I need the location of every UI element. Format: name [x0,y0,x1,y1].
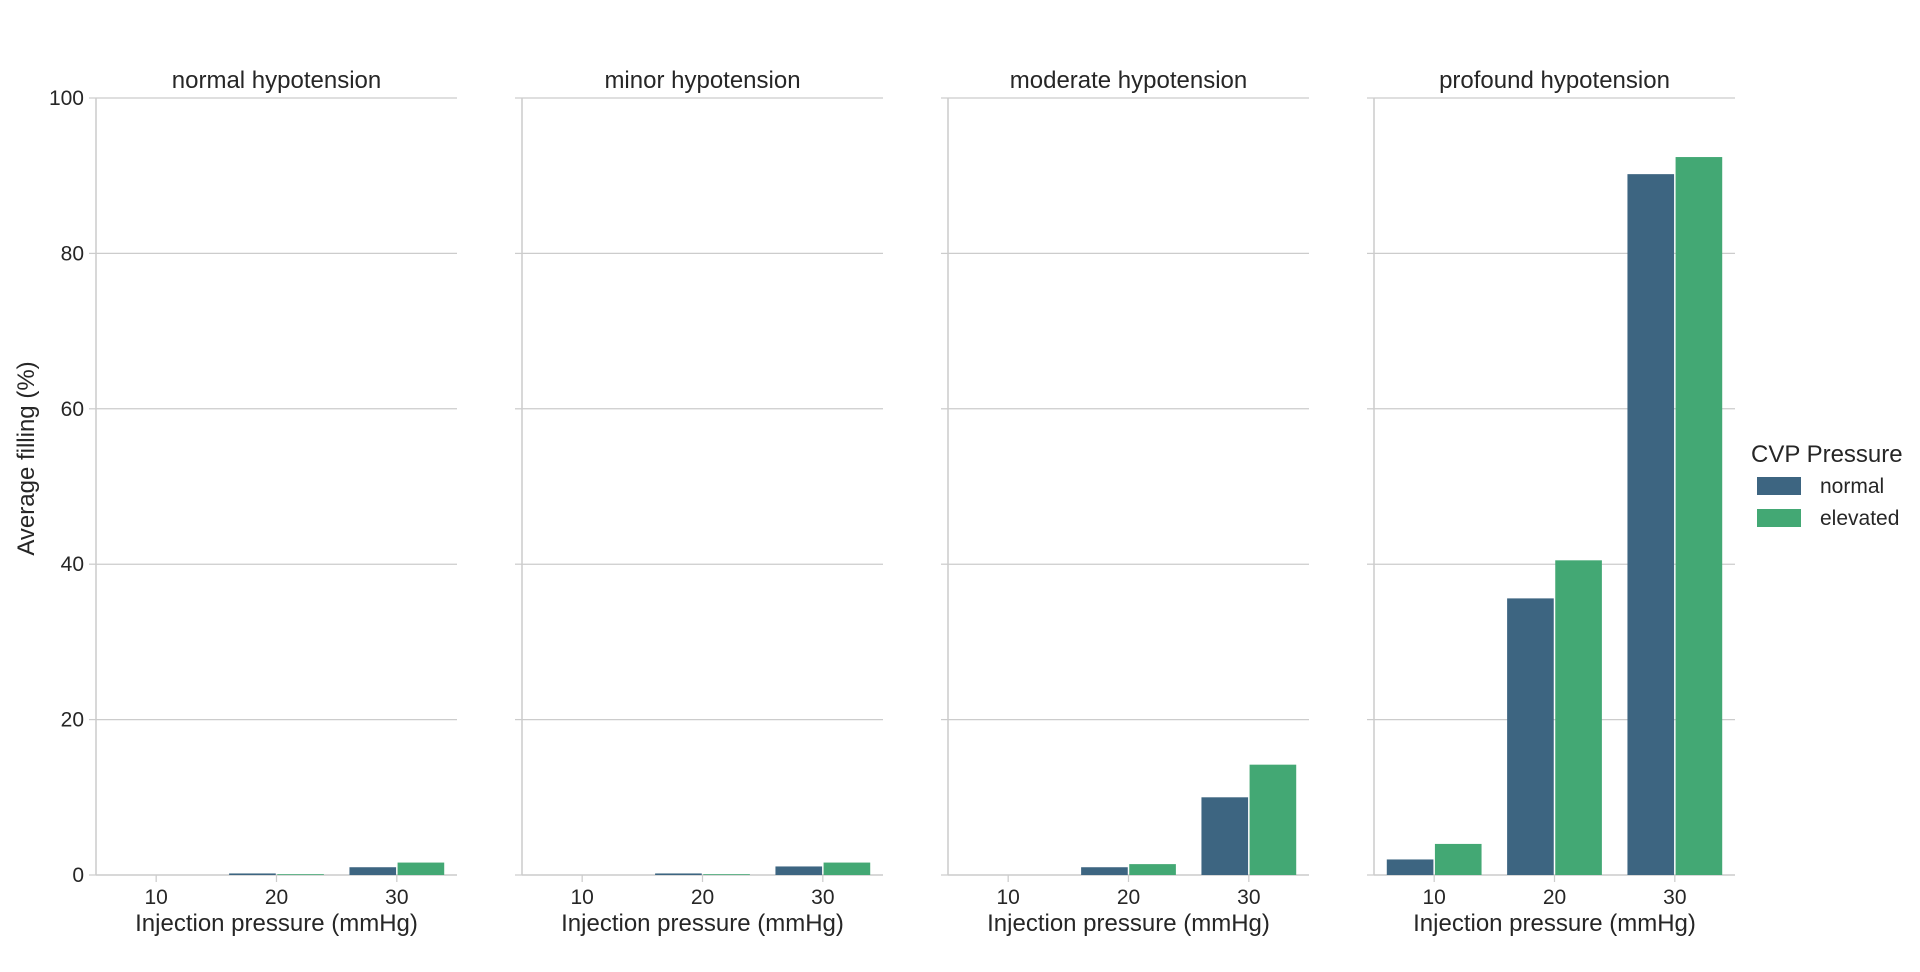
bar-elevated-20 [1129,864,1176,875]
bar-elevated-30 [1249,764,1297,875]
bar-normal-20 [655,873,702,875]
x-tick-label: 20 [265,886,288,909]
x-axis-label: Injection pressure (mmHg) [135,910,418,937]
bar-normal-10 [1386,859,1434,875]
bar-normal-30 [1201,797,1249,875]
facet-title: normal hypotension [172,67,381,94]
bar-normal-20 [1081,867,1128,875]
y-tick-label: 0 [72,864,84,887]
x-axis-label: Injection pressure (mmHg) [1413,910,1696,937]
facet-title: profound hypotension [1439,67,1670,94]
legend-label-elevated: elevated [1820,507,1899,530]
y-tick-label: 20 [61,709,84,732]
bar-elevated-30 [1675,157,1723,875]
x-tick-label: 10 [570,886,593,909]
legend-swatch-normal [1757,477,1801,495]
bar-elevated-20 [1555,560,1602,875]
y-tick-label: 100 [49,87,84,110]
bar-elevated-30 [397,862,445,875]
legend-title: CVP Pressure [1751,441,1903,468]
x-tick-label: 20 [691,886,714,909]
legend-label-normal: normal [1820,475,1884,498]
bar-normal-30 [349,867,397,875]
x-tick-label: 10 [1422,886,1445,909]
facet-title: minor hypotension [604,67,800,94]
bar-normal-30 [775,866,823,875]
bar-elevated-30 [823,862,871,875]
facet-title: moderate hypotension [1010,67,1248,94]
x-tick-label: 30 [1237,886,1260,909]
y-tick-label: 80 [61,242,84,265]
x-tick-label: 20 [1543,886,1566,909]
x-axis-label: Injection pressure (mmHg) [987,910,1270,937]
x-tick-label: 30 [1663,886,1686,909]
legend-swatch-elevated [1757,509,1801,527]
bar-elevated-10 [1434,843,1482,875]
y-axis-label: Average filling (%) [13,361,40,555]
y-tick-label: 60 [61,398,84,421]
x-axis-label: Injection pressure (mmHg) [561,910,844,937]
x-tick-label: 30 [385,886,408,909]
bar-elevated-20 [277,874,324,875]
x-tick-label: 10 [144,886,167,909]
bar-normal-20 [1507,598,1554,875]
bar-normal-20 [229,873,276,875]
x-tick-label: 10 [996,886,1019,909]
y-tick-label: 40 [61,553,84,576]
x-tick-label: 20 [1117,886,1140,909]
bar-elevated-20 [703,874,750,875]
x-tick-label: 30 [811,886,834,909]
bar-normal-30 [1627,174,1675,875]
